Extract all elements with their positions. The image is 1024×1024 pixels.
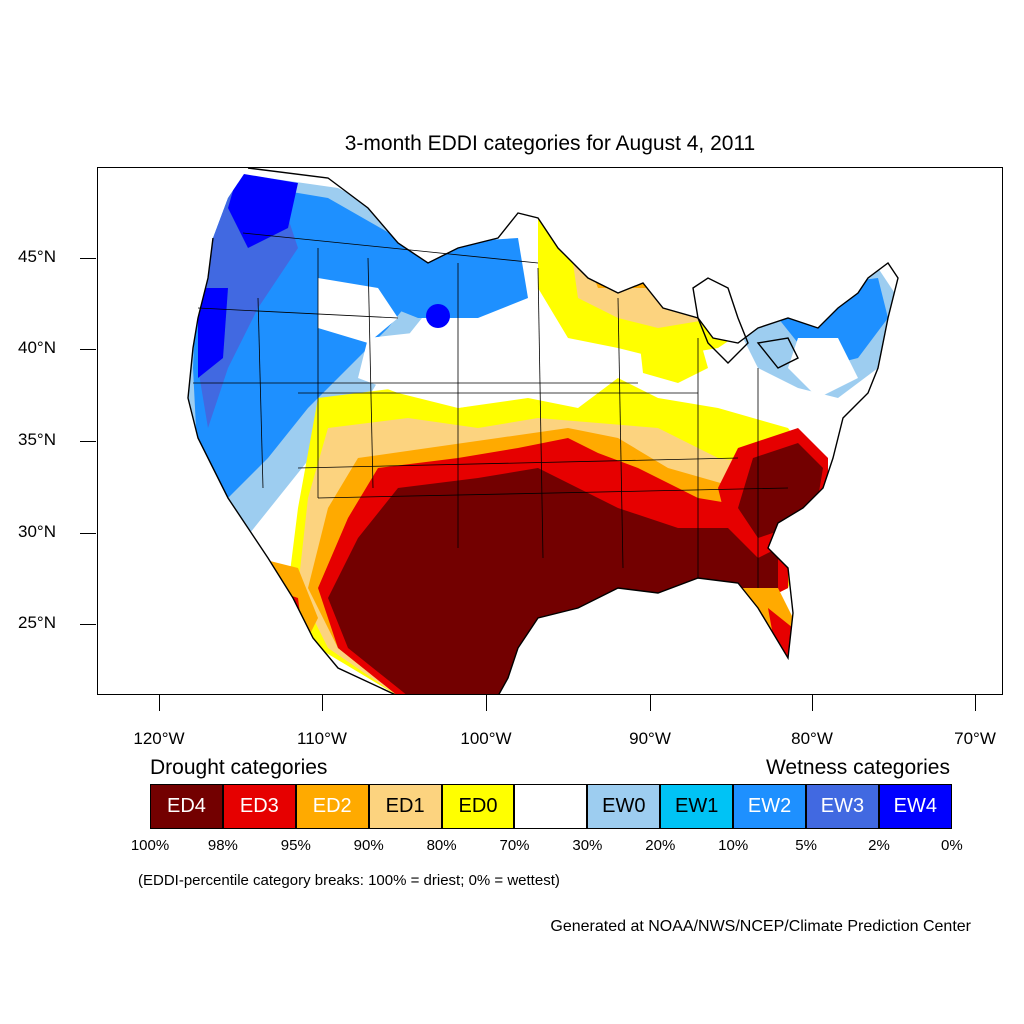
lon-label: 120°W bbox=[133, 729, 185, 748]
legend-break-label: 20% bbox=[645, 837, 676, 854]
legend-break-label: 70% bbox=[499, 837, 530, 854]
legend-break-label: 80% bbox=[426, 837, 457, 854]
legend-break-label: 95% bbox=[280, 837, 311, 854]
lat-tick bbox=[80, 258, 96, 259]
legend-box: EW3 bbox=[806, 784, 879, 829]
legend-colorbar: ED4 ED3 ED2 ED1 ED0 EW0 EW1 EW2 EW3 EW4 bbox=[150, 784, 952, 829]
lat-tick bbox=[80, 533, 96, 534]
lat-tick bbox=[80, 441, 96, 442]
map-panel bbox=[97, 167, 1003, 695]
legend-break-label: 5% bbox=[795, 837, 817, 854]
legend-box: EW4 bbox=[878, 784, 952, 829]
legend-break-label: 2% bbox=[868, 837, 890, 854]
category-note: (EDDI-percentile category breaks: 100% =… bbox=[138, 872, 560, 889]
map-title: 3-month EDDI categories for August 4, 20… bbox=[344, 132, 756, 155]
legend-box bbox=[514, 784, 588, 829]
legend-box: EW0 bbox=[587, 784, 661, 829]
coastlines bbox=[187, 168, 899, 694]
drought-heading: Drought categories bbox=[150, 756, 328, 779]
legend-break-label: 0% bbox=[941, 837, 963, 854]
eddi-map bbox=[187, 168, 899, 694]
wetness-heading: Wetness categories bbox=[765, 756, 950, 779]
lon-tick bbox=[486, 695, 487, 711]
legend-box: EW2 bbox=[733, 784, 807, 829]
legend-box: EW1 bbox=[660, 784, 734, 829]
credit-line: Generated at NOAA/NWS/NCEP/Climate Predi… bbox=[550, 918, 971, 935]
lon-tick bbox=[159, 695, 160, 711]
lon-label: 90°W bbox=[629, 729, 671, 748]
lat-label: 40°N bbox=[18, 338, 56, 357]
legend-box: ED4 bbox=[150, 784, 223, 829]
lon-label: 100°W bbox=[460, 729, 512, 748]
lon-tick bbox=[322, 695, 323, 711]
legend-break-label: 100% bbox=[130, 837, 170, 854]
state-borders bbox=[193, 232, 789, 588]
lat-label: 30°N bbox=[18, 522, 56, 541]
legend-break-label: 98% bbox=[207, 837, 238, 854]
lat-label: 35°N bbox=[18, 430, 56, 449]
legend-break-label: 10% bbox=[718, 837, 749, 854]
lon-tick bbox=[975, 695, 976, 711]
lon-tick bbox=[812, 695, 813, 711]
legend-box: ED2 bbox=[295, 784, 369, 829]
lon-label: 110°W bbox=[297, 729, 347, 748]
legend-box: ED1 bbox=[368, 784, 442, 829]
lat-label: 25°N bbox=[18, 613, 56, 632]
lon-label: 80°W bbox=[791, 729, 833, 748]
legend-break-label: 90% bbox=[353, 837, 384, 854]
legend-box: ED0 bbox=[441, 784, 515, 829]
lon-label: 70°W bbox=[954, 729, 996, 748]
lat-tick bbox=[80, 624, 96, 625]
legend-break-label: 30% bbox=[572, 837, 603, 854]
lat-tick bbox=[80, 349, 96, 350]
land-fill bbox=[188, 168, 898, 694]
legend-box: ED3 bbox=[222, 784, 296, 829]
lon-tick bbox=[650, 695, 651, 711]
lat-label: 45°N bbox=[18, 247, 56, 266]
